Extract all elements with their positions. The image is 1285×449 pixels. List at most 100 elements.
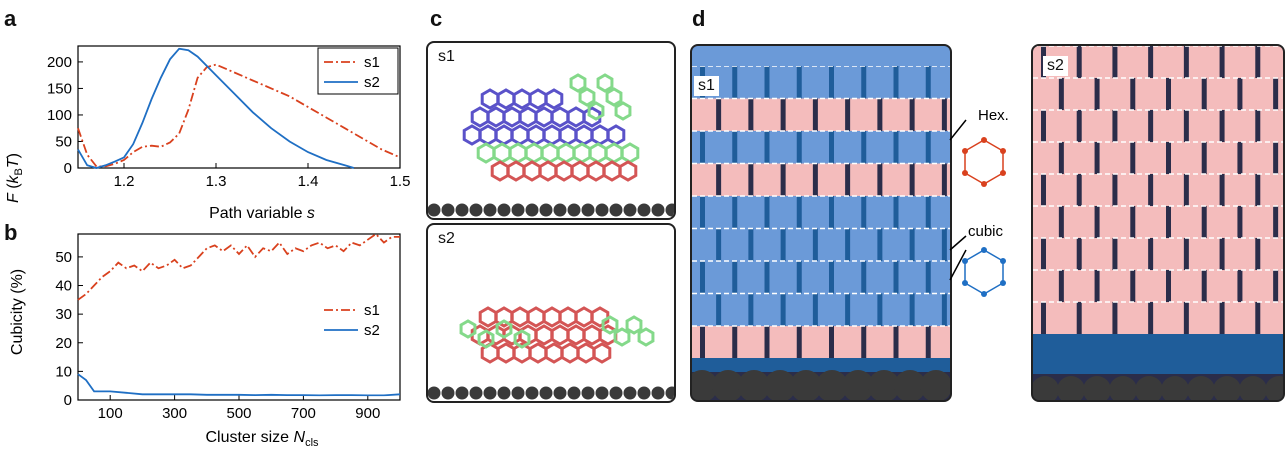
lattice-bond: [796, 131, 802, 164]
y-tick-label: 10: [55, 363, 72, 380]
panel-c-bottom-frame: s2: [426, 223, 676, 403]
molecular-ring: [526, 124, 546, 146]
substrate-atom: [1213, 376, 1241, 400]
substrate-atom: [553, 203, 567, 217]
lattice-bond: [732, 131, 738, 164]
chart-b-xlabel: Cluster size Ncls: [205, 429, 319, 449]
molecular-ring: [490, 160, 510, 182]
molecular-ring: [510, 124, 530, 146]
hex-pointer-line: [949, 119, 967, 141]
molecular-ring: [592, 342, 612, 364]
molecular-ring: [524, 142, 544, 164]
lattice-bond: [1112, 238, 1118, 270]
legend-label-s1: s1: [364, 54, 380, 71]
x-tick-label: 1.4: [298, 173, 319, 190]
panel-c-top-frame: s1: [426, 41, 676, 220]
molecular-ring: [512, 88, 532, 110]
cubic-layer: [692, 46, 950, 66]
molecular-ring: [550, 324, 570, 346]
molecular-ring: [528, 342, 548, 364]
substrate-atom: [455, 203, 469, 217]
lattice-bond: [748, 228, 754, 261]
substrate-atom: [816, 370, 848, 400]
lattice-bond: [1148, 238, 1154, 270]
hexagonal-layer: [1033, 142, 1283, 174]
series-line-s1: [78, 65, 400, 167]
molecular-ring: [637, 327, 655, 347]
molecular-ring: [480, 88, 500, 110]
molecular-ring: [522, 160, 542, 182]
lattice-bond: [764, 131, 770, 164]
lattice-bond: [1094, 270, 1100, 302]
lattice-bond: [925, 261, 931, 294]
molecular-ring: [572, 142, 592, 164]
substrate-atom: [553, 386, 567, 400]
series-line-s1: [78, 234, 400, 300]
substrate-atom: [842, 370, 874, 400]
hexagonal-layer: [1033, 238, 1283, 270]
lattice-bond: [812, 98, 818, 131]
lattice-bond: [1148, 110, 1154, 142]
lattice-bond: [1219, 238, 1225, 270]
substrate-atom: [525, 203, 539, 217]
cubic-layer: [692, 196, 950, 229]
x-tick-label: 100: [98, 405, 123, 422]
substrate-atom: [1265, 376, 1283, 400]
lattice-bond: [1219, 174, 1225, 206]
substrate-atom: [1033, 376, 1059, 400]
x-tick-label: 300: [162, 405, 187, 422]
lattice-bond: [700, 261, 705, 294]
substrate-atom: [665, 203, 674, 217]
substrate-atom: [692, 370, 718, 400]
lattice-bond: [1112, 110, 1118, 142]
interface-layer: [692, 358, 950, 372]
molecular-ring: [462, 124, 482, 146]
molecular-ring: [496, 88, 516, 110]
lattice-bond: [1112, 174, 1118, 206]
lattice-bond: [1112, 302, 1118, 334]
substrate-atom: [483, 203, 497, 217]
substrate-atom: [637, 203, 651, 217]
lattice-bond: [829, 261, 834, 294]
substrate-atom: [455, 386, 469, 400]
lattice-bond: [796, 261, 802, 294]
molecular-ring: [510, 306, 530, 328]
legend-label-s1: s1: [364, 302, 380, 319]
molecular-ring: [518, 106, 538, 128]
hexagonal-layer: [692, 163, 950, 196]
substrate-atom: [525, 386, 539, 400]
lattice-bond: [893, 66, 899, 99]
cubic-layer: [692, 293, 950, 326]
hexagonal-layer: [1033, 302, 1283, 334]
x-tick-label: 500: [226, 405, 251, 422]
substrate-atom: [441, 203, 455, 217]
lattice-bond: [1273, 142, 1279, 174]
lattice-bond: [700, 131, 705, 164]
cubic-ring-icon: [962, 247, 1006, 297]
molecular-ring: [613, 327, 631, 347]
molecular-ring: [534, 106, 554, 128]
panel-c-bottom-label: s2: [434, 229, 459, 249]
lattice-bond: [1130, 270, 1136, 302]
molecular-ring: [574, 306, 594, 328]
substrate-atom: [651, 203, 665, 217]
molecular-ring: [566, 324, 586, 346]
y-tick-label: 50: [55, 249, 72, 266]
substrate-atom: [567, 386, 581, 400]
substrate-atom: [1161, 376, 1189, 400]
substrate-atom: [497, 386, 511, 400]
substrate-atom: [595, 203, 609, 217]
molecular-ring: [556, 142, 576, 164]
lattice-bond: [1255, 302, 1261, 334]
lattice-bond: [1148, 174, 1154, 206]
lattice-bond: [1112, 46, 1118, 78]
molecular-ring: [534, 324, 554, 346]
molecular-ring: [566, 106, 586, 128]
lattice-bond: [861, 131, 867, 164]
panel-d-right-lattice: [1033, 46, 1283, 400]
lattice-bond: [845, 228, 851, 261]
molecular-ring: [540, 142, 560, 164]
molecular-ring: [582, 324, 602, 346]
lattice-bond: [764, 261, 770, 294]
panel-c-top-molecule: [428, 73, 674, 217]
